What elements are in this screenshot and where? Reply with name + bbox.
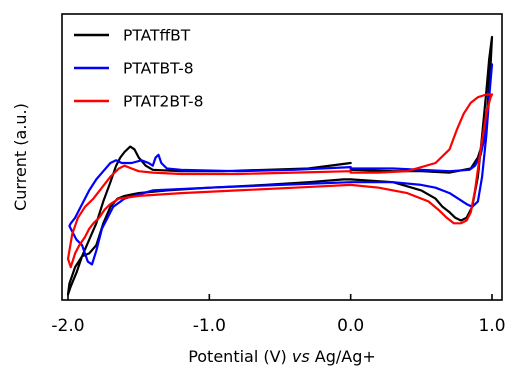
legend-label: PTAT2BT-8: [123, 93, 203, 111]
series-line-2: [66, 93, 494, 269]
series-line-0: [66, 35, 494, 296]
x-axis-title-prefix: Potential (V): [188, 347, 292, 366]
x-tick-label: 1.0: [478, 316, 505, 336]
x-axis-title: Potential (V) vs Ag/Ag+: [188, 347, 376, 366]
x-axis-title-italic: vs: [292, 347, 310, 366]
series-layer: [66, 35, 494, 296]
series-line-1: [68, 63, 494, 266]
legend-label: PTATffBT: [123, 27, 191, 45]
x-tick-label: -2.0: [51, 316, 84, 336]
x-axis-ticks: -2.0 -1.0 0.0 1.0: [51, 294, 506, 336]
x-tick-label: -1.0: [193, 316, 226, 336]
y-axis-title: Current (a.u.): [11, 103, 30, 211]
plot-frame: [61, 13, 503, 301]
x-tick-label: 0.0: [337, 316, 364, 336]
legend: PTATffBT PTATBT-8 PTAT2BT-8: [74, 27, 203, 111]
legend-label: PTATBT-8: [123, 60, 194, 78]
x-axis-title-suffix: Ag/Ag+: [310, 347, 376, 366]
